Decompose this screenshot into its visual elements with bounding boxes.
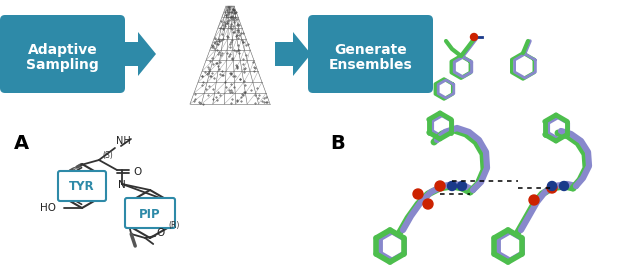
Text: O: O [133, 167, 141, 177]
Circle shape [547, 181, 556, 190]
FancyBboxPatch shape [58, 171, 106, 201]
Text: N: N [118, 180, 126, 190]
Text: TYR: TYR [69, 179, 95, 193]
Circle shape [547, 183, 557, 193]
Text: NH: NH [116, 136, 131, 146]
Text: A: A [14, 134, 29, 153]
Circle shape [423, 199, 433, 209]
Text: Sampling: Sampling [26, 58, 99, 72]
Text: Adaptive: Adaptive [28, 43, 97, 57]
Circle shape [413, 189, 423, 199]
Circle shape [529, 195, 539, 205]
Circle shape [435, 181, 445, 191]
Circle shape [471, 33, 477, 41]
Circle shape [448, 181, 457, 190]
Circle shape [560, 181, 569, 190]
Text: HO: HO [40, 203, 56, 213]
Polygon shape [120, 32, 156, 76]
Text: (R): (R) [168, 221, 180, 230]
FancyBboxPatch shape [125, 198, 175, 228]
Text: B: B [330, 134, 345, 153]
FancyBboxPatch shape [308, 15, 433, 93]
Text: (S): (S) [102, 151, 113, 160]
FancyBboxPatch shape [0, 15, 125, 93]
Polygon shape [275, 32, 311, 76]
Circle shape [457, 181, 466, 190]
Text: Ensembles: Ensembles [328, 58, 412, 72]
Text: O: O [156, 228, 164, 238]
Text: PIP: PIP [139, 207, 161, 221]
Text: Generate: Generate [334, 43, 407, 57]
